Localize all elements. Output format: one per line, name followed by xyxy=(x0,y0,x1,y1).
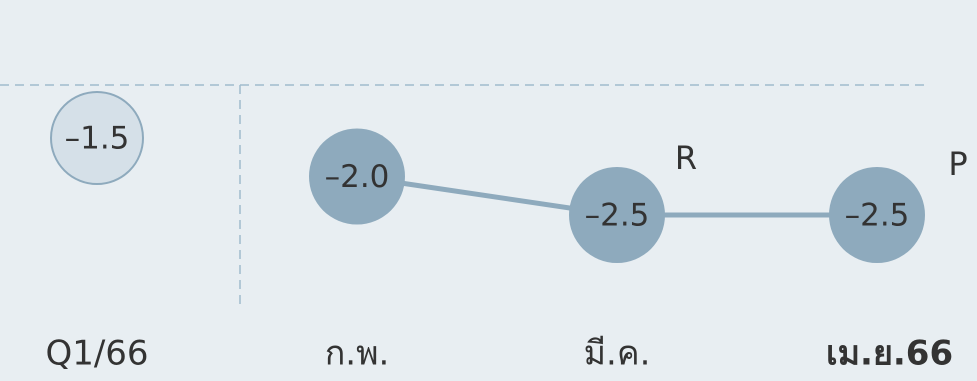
x-tick-label: ก.พ. xyxy=(325,334,390,374)
annotation: R xyxy=(675,139,697,177)
value-label: –2.0 xyxy=(325,159,390,195)
data-point xyxy=(50,91,144,185)
x-tick-label: เม.ย.66 xyxy=(826,334,953,374)
data-point xyxy=(569,167,665,263)
value-label: –2.5 xyxy=(845,198,910,234)
value-label: –2.5 xyxy=(585,198,650,234)
x-tick-label: Q1/66 xyxy=(45,334,148,374)
annotation: P xyxy=(948,145,967,183)
data-point xyxy=(309,128,405,225)
x-tick-label: มี.ค. xyxy=(584,334,651,374)
data-point xyxy=(829,167,925,263)
value-label: –1.5 xyxy=(65,121,130,157)
